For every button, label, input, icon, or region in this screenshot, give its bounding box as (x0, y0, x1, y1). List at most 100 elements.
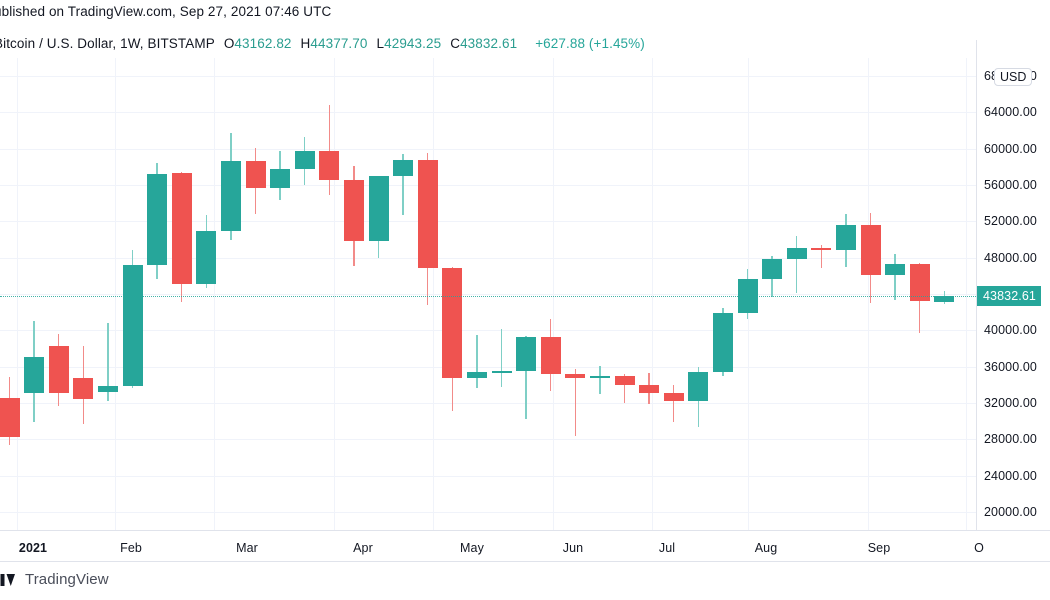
candle-body (171, 173, 192, 284)
candle-body (48, 345, 69, 393)
horizontal-gridline (0, 148, 976, 150)
horizontal-gridline (0, 402, 976, 404)
candle-wick (894, 254, 896, 301)
candle-body (860, 225, 881, 275)
candle-body (245, 161, 266, 188)
low-value: 42943.25 (384, 36, 442, 51)
candle-body (368, 176, 389, 242)
candle-body (835, 225, 856, 251)
tradingview-logo-icon (0, 573, 15, 586)
candle-body (712, 313, 733, 373)
candle-body (491, 371, 512, 373)
vertical-gridline (966, 58, 967, 530)
candle-wick (623, 373, 626, 403)
chart-gridlines (0, 58, 976, 530)
close-key: C (450, 36, 461, 51)
price-axis-tick: 56000.00 (984, 178, 1037, 193)
price-axis-tick: 60000.00 (984, 141, 1037, 156)
candle-body (196, 231, 217, 284)
price-axis-tick: 40000.00 (984, 323, 1037, 338)
time-axis-tick: O (974, 541, 984, 555)
candle-body (220, 161, 241, 232)
time-axis[interactable]: 2021 Feb Mar Apr May Jun Jul Aug Sep O (0, 530, 1050, 562)
candle-body (663, 392, 684, 402)
horizontal-gridline (0, 439, 976, 441)
published-caption: ublished on TradingView.com, Sep 27, 202… (0, 4, 332, 19)
current-price-line (0, 295, 976, 297)
candle-wick (328, 105, 331, 196)
symbol-label[interactable]: Bitcoin / U.S. Dollar, 1W, BITSTAMP (0, 36, 215, 51)
price-axis-tick: 48000.00 (984, 250, 1037, 265)
price-axis-tick: 28000.00 (984, 432, 1037, 447)
time-axis-tick: Apr (353, 541, 373, 555)
candle-body (516, 336, 537, 372)
candle-body (73, 377, 94, 400)
time-axis-tick: Jun (562, 541, 584, 555)
open-value: 43162.82 (234, 36, 292, 51)
change-value: +627.88 (+1.45%) (535, 36, 645, 51)
vertical-gridline (17, 58, 18, 530)
price-axis-tick: 24000.00 (984, 468, 1037, 483)
tradingview-brand-text: TradingView (25, 571, 109, 588)
tradingview-logo[interactable]: TradingView (0, 571, 109, 588)
currency-badge[interactable]: USD (994, 68, 1033, 87)
current-price-badge: 43832.61 (977, 285, 1041, 306)
time-axis-tick: 2021 (18, 541, 48, 555)
vertical-gridline (652, 58, 653, 530)
low-key: L (376, 36, 385, 51)
vertical-gridline (433, 58, 434, 530)
price-axis[interactable]: USD 68000.0064000.0060000.0056000.005200… (976, 40, 1050, 548)
vertical-gridline (115, 58, 116, 530)
candle-body (466, 372, 487, 379)
candle-body (97, 385, 118, 393)
open-key: O (223, 36, 235, 51)
candle-body (294, 151, 315, 169)
candle-body (909, 264, 930, 302)
candle-wick (599, 365, 601, 394)
horizontal-gridline (0, 366, 976, 368)
candle-body (688, 372, 709, 402)
candle-body (393, 159, 414, 176)
candle-body (762, 258, 783, 280)
candle-body (811, 247, 832, 251)
time-axis-tick: Mar (236, 541, 258, 555)
candle-wick (107, 323, 109, 402)
candle-wick (574, 369, 577, 437)
horizontal-gridline (0, 511, 976, 513)
time-axis-tick: Aug (754, 541, 778, 555)
candle-body (442, 267, 463, 379)
candle-wick (672, 384, 675, 422)
candle-body (147, 174, 168, 265)
candle-wick (820, 244, 823, 268)
chart-plot-area[interactable] (0, 58, 976, 530)
close-value: 43832.61 (460, 36, 518, 51)
high-key: H (300, 36, 311, 51)
price-axis-tick: 32000.00 (984, 395, 1037, 410)
candle-body (885, 264, 906, 275)
vertical-gridline (214, 58, 215, 530)
price-axis-tick: 20000.00 (984, 504, 1037, 519)
chart-legend: Bitcoin / U.S. Dollar, 1W, BITSTAMP O4316… (0, 36, 645, 51)
candle-wick (476, 334, 478, 389)
candle-body (589, 375, 610, 379)
candle-wick (795, 235, 798, 294)
horizontal-gridline (0, 330, 976, 332)
candle-body (122, 264, 143, 386)
candle-body (24, 356, 45, 393)
candle-body (270, 168, 291, 188)
horizontal-gridline (0, 257, 976, 259)
candle-body (343, 179, 364, 242)
vertical-gridline (553, 58, 554, 530)
price-axis-tick: 52000.00 (984, 214, 1037, 229)
price-axis-tick: 36000.00 (984, 359, 1037, 374)
time-axis-tick: Jul (658, 541, 676, 555)
horizontal-gridline (0, 294, 976, 295)
horizontal-gridline (0, 475, 976, 477)
time-axis-tick: Feb (120, 541, 142, 555)
candle-body (786, 247, 807, 259)
horizontal-gridline (0, 185, 976, 187)
time-axis-tick: Sep (867, 541, 891, 555)
candle-body (639, 384, 660, 393)
footer: TradingView (0, 566, 1050, 600)
